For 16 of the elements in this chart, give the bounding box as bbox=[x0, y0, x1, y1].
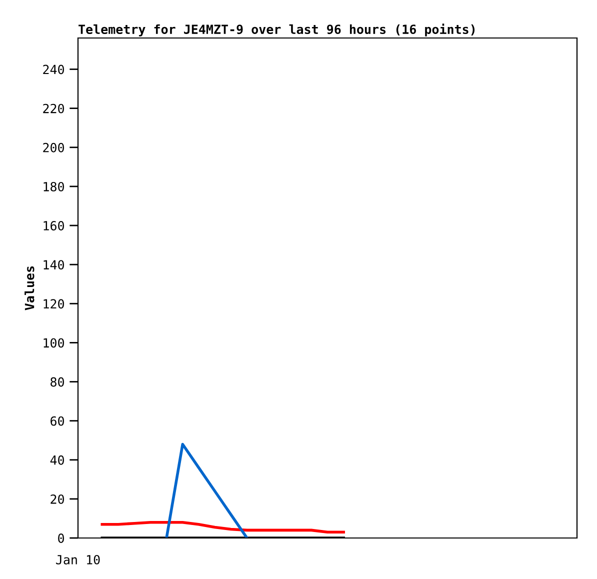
y-tick-label: 180 bbox=[44, 182, 64, 192]
text: Jan 10 bbox=[56, 554, 100, 564]
chart-title: Telemetry for JE4MZT-9 over last 96 hours (16 points) bbox=[78, 24, 475, 36]
y-tick-label: 20 bbox=[50, 494, 64, 504]
y-tick-label: 0 bbox=[58, 534, 64, 543]
y-tick-label: 120 bbox=[44, 299, 64, 309]
y-tick-label: 100 bbox=[44, 338, 64, 348]
y-tick-label: 160 bbox=[44, 221, 64, 230]
y-axis-title: Values bbox=[24, 266, 34, 310]
y-tick-label: 80 bbox=[50, 377, 64, 387]
y-tick-label: 40 bbox=[50, 455, 64, 465]
y-tick-label: 220 bbox=[43, 104, 64, 114]
y-tick-label: 140 bbox=[44, 260, 64, 270]
y-tick-label: 60 bbox=[50, 416, 64, 426]
y-tick-label: 240 bbox=[43, 64, 64, 74]
y-tick-label: 200 bbox=[43, 142, 64, 152]
